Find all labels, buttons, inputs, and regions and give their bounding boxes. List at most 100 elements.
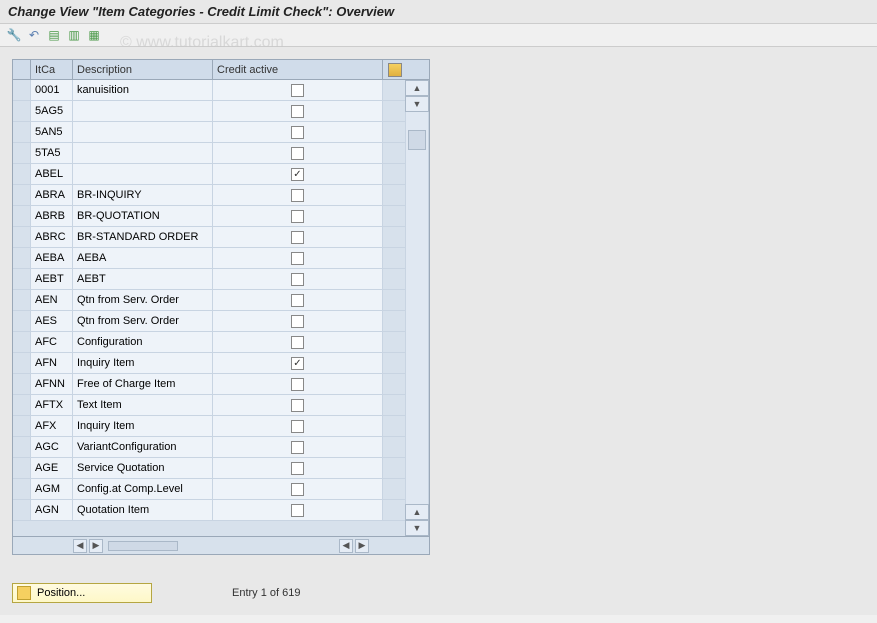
hscroll-right-icon[interactable]: ▶ [89, 539, 103, 553]
checkbox-icon[interactable] [291, 147, 304, 160]
cell-credit[interactable] [213, 416, 383, 436]
checkbox-icon[interactable] [291, 315, 304, 328]
cell-credit[interactable] [213, 311, 383, 331]
table-row[interactable]: AFTXText Item [13, 395, 405, 416]
table-row[interactable]: 0001kanuisition [13, 80, 405, 101]
table-row[interactable]: AEBAAEBA [13, 248, 405, 269]
cell-credit[interactable]: ✓ [213, 353, 383, 373]
row-selector[interactable] [13, 311, 31, 331]
row-selector[interactable] [13, 416, 31, 436]
table-settings-icon[interactable] [388, 63, 402, 77]
cell-credit[interactable] [213, 80, 383, 100]
checkbox-icon[interactable] [291, 504, 304, 517]
cell-credit[interactable] [213, 206, 383, 226]
cell-credit[interactable] [213, 143, 383, 163]
table-row[interactable]: AFNNFree of Charge Item [13, 374, 405, 395]
row-selector[interactable] [13, 332, 31, 352]
scroll-track[interactable] [405, 112, 429, 504]
row-selector[interactable] [13, 248, 31, 268]
row-selector[interactable] [13, 353, 31, 373]
cell-credit[interactable] [213, 101, 383, 121]
cell-credit[interactable] [213, 185, 383, 205]
sheet-grid-icon[interactable]: ▦ [86, 27, 102, 43]
row-selector[interactable] [13, 500, 31, 520]
scroll-up-icon[interactable]: ▲ [405, 80, 429, 96]
table-row[interactable]: ABRBBR-QUOTATION [13, 206, 405, 227]
cell-credit[interactable] [213, 458, 383, 478]
hscroll-left2-icon[interactable]: ◀ [339, 539, 353, 553]
table-row[interactable]: AFCConfiguration [13, 332, 405, 353]
cell-credit[interactable] [213, 122, 383, 142]
cell-credit[interactable] [213, 395, 383, 415]
table-row[interactable]: ABRCBR-STANDARD ORDER [13, 227, 405, 248]
table-row[interactable]: ABEL✓ [13, 164, 405, 185]
scroll-thumb[interactable] [408, 130, 426, 150]
table-row[interactable]: AFNInquiry Item✓ [13, 353, 405, 374]
cell-credit[interactable]: ✓ [213, 164, 383, 184]
checkbox-icon[interactable] [291, 210, 304, 223]
table-row[interactable]: 5TA5 [13, 143, 405, 164]
hscroll-track[interactable] [108, 541, 178, 551]
position-button[interactable]: Position... [12, 583, 152, 603]
checkbox-icon[interactable]: ✓ [291, 357, 304, 370]
table-row[interactable]: 5AG5 [13, 101, 405, 122]
row-selector[interactable] [13, 101, 31, 121]
sheet-green-icon[interactable]: ▤ [46, 27, 62, 43]
checkbox-icon[interactable] [291, 189, 304, 202]
hscroll-right2-icon[interactable]: ▶ [355, 539, 369, 553]
table-row[interactable]: AGMConfig.at Comp.Level [13, 479, 405, 500]
column-description[interactable]: Description [73, 60, 213, 79]
row-selector[interactable] [13, 227, 31, 247]
cell-credit[interactable] [213, 332, 383, 352]
cell-credit[interactable] [213, 374, 383, 394]
row-selector[interactable] [13, 80, 31, 100]
cell-credit[interactable] [213, 437, 383, 457]
checkbox-icon[interactable] [291, 273, 304, 286]
table-row[interactable]: AGCVariantConfiguration [13, 437, 405, 458]
checkbox-icon[interactable] [291, 420, 304, 433]
cell-credit[interactable] [213, 479, 383, 499]
row-selector[interactable] [13, 458, 31, 478]
checkbox-icon[interactable] [291, 84, 304, 97]
row-selector[interactable] [13, 269, 31, 289]
row-selector[interactable] [13, 122, 31, 142]
row-selector[interactable] [13, 479, 31, 499]
wrench-icon[interactable]: 🔧 [6, 27, 22, 43]
row-selector[interactable] [13, 143, 31, 163]
checkbox-icon[interactable] [291, 252, 304, 265]
checkbox-icon[interactable] [291, 336, 304, 349]
checkbox-icon[interactable] [291, 231, 304, 244]
cell-credit[interactable] [213, 248, 383, 268]
table-row[interactable]: AENQtn from Serv. Order [13, 290, 405, 311]
checkbox-icon[interactable] [291, 294, 304, 307]
table-row[interactable]: AEBTAEBT [13, 269, 405, 290]
undo-icon[interactable]: ↶ [26, 27, 42, 43]
scroll-down2-icon[interactable]: ▼ [405, 520, 429, 536]
row-selector[interactable] [13, 374, 31, 394]
hscroll-left-icon[interactable]: ◀ [73, 539, 87, 553]
horizontal-scrollbar[interactable]: ◀ ▶ ◀ ▶ [13, 536, 429, 554]
checkbox-icon[interactable] [291, 126, 304, 139]
table-row[interactable]: ABRABR-INQUIRY [13, 185, 405, 206]
cell-credit[interactable] [213, 269, 383, 289]
row-selector[interactable] [13, 290, 31, 310]
sheet-save-icon[interactable]: ▥ [66, 27, 82, 43]
column-config-icon[interactable] [383, 60, 407, 79]
cell-credit[interactable] [213, 290, 383, 310]
vertical-scrollbar[interactable]: ▲ ▼ ▲ ▼ [405, 80, 429, 536]
checkbox-icon[interactable] [291, 378, 304, 391]
column-itca[interactable]: ItCa [31, 60, 73, 79]
table-row[interactable]: 5AN5 [13, 122, 405, 143]
column-selector[interactable] [13, 60, 31, 79]
row-selector[interactable] [13, 185, 31, 205]
scroll-down-icon[interactable]: ▼ [405, 96, 429, 112]
checkbox-icon[interactable] [291, 441, 304, 454]
table-row[interactable]: AESQtn from Serv. Order [13, 311, 405, 332]
cell-credit[interactable] [213, 227, 383, 247]
row-selector[interactable] [13, 206, 31, 226]
row-selector[interactable] [13, 164, 31, 184]
cell-credit[interactable] [213, 500, 383, 520]
row-selector[interactable] [13, 437, 31, 457]
checkbox-icon[interactable] [291, 399, 304, 412]
table-row[interactable]: AFXInquiry Item [13, 416, 405, 437]
